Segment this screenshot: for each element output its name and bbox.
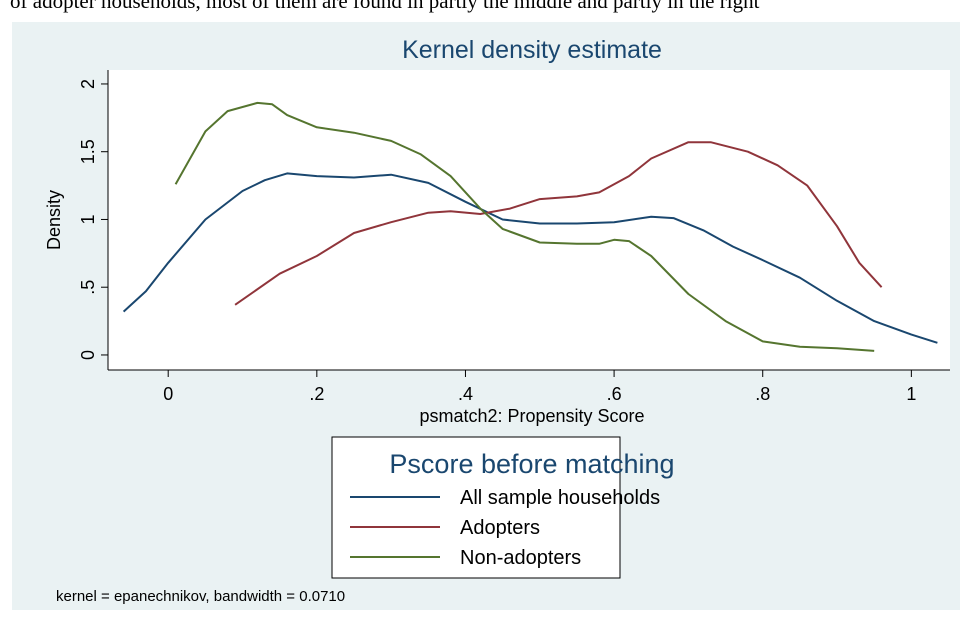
header-text: of adopter households, most of them are … (10, 0, 760, 13)
y-tick-label: 1 (78, 214, 98, 224)
legend-label: All sample households (460, 487, 660, 509)
density-line (234, 141, 883, 306)
legend-title: Pscore before matching (389, 449, 674, 479)
x-tick-label: 1 (906, 384, 916, 404)
x-tick-label: .8 (755, 384, 770, 404)
chart-title: Kernel density estimate (402, 36, 662, 64)
x-tick-label: .2 (309, 384, 324, 404)
y-tick-label: 1.5 (78, 139, 98, 164)
x-tick-label: 0 (163, 384, 173, 404)
density-line (122, 172, 938, 344)
y-tick-label: 0 (78, 350, 98, 360)
plot-area (108, 70, 950, 370)
y-tick-label: 2 (78, 79, 98, 89)
x-tick-label: .6 (607, 384, 622, 404)
x-tick-label: .4 (458, 384, 473, 404)
note: kernel = epanechnikov, bandwidth = 0.071… (56, 588, 345, 605)
y-tick-label: .5 (78, 280, 98, 295)
legend-label: Adopters (460, 517, 540, 539)
density-line (174, 101, 875, 352)
legend-box (331, 436, 621, 579)
legend-label: Non-adopters (460, 547, 581, 569)
y-axis-title: Density (44, 190, 64, 250)
x-axis-title: psmatch2: Propensity Score (419, 406, 644, 426)
